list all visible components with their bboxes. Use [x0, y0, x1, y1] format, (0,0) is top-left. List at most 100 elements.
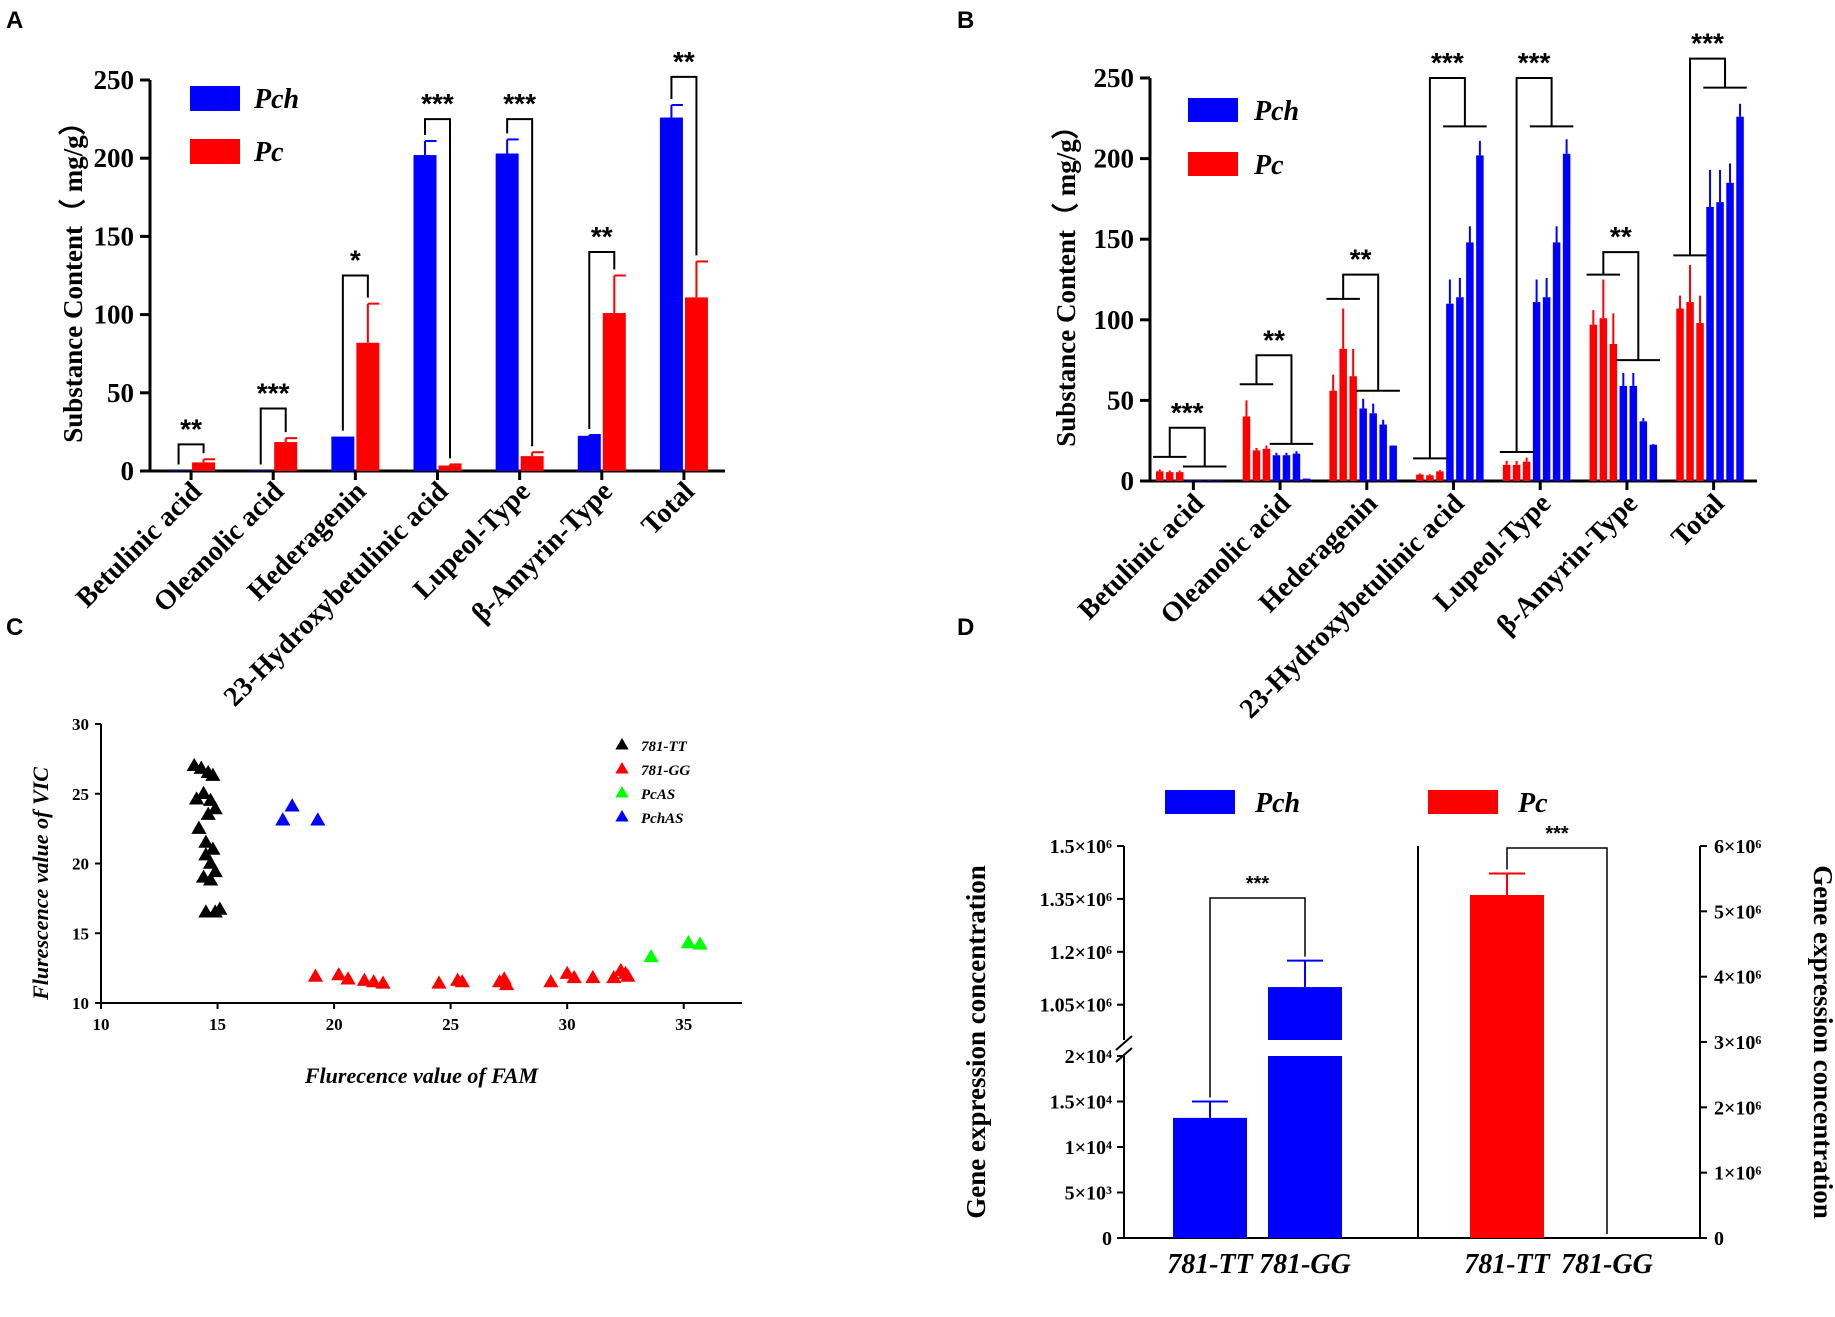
x-tick-label: 35 [675, 1015, 692, 1034]
panel-label: B [957, 7, 974, 34]
point-781-gg [566, 969, 582, 984]
bar-pch [1726, 182, 1734, 481]
point-781-gg [331, 967, 347, 981]
point-pcas [692, 936, 708, 950]
legend-label-pchas: PchAS [641, 811, 684, 827]
significance-label: ** [1350, 244, 1372, 275]
bar-pch [1379, 424, 1387, 481]
bar-pch [1389, 445, 1397, 481]
significance-bracket [1168, 426, 1206, 467]
point-781-gg [340, 971, 356, 985]
legend-label-pc: Pc [1517, 788, 1548, 819]
point-pchas [275, 812, 291, 826]
y-tick-label: 0 [1121, 466, 1135, 496]
point-781-tt [195, 785, 212, 799]
bar-pch [1552, 242, 1561, 481]
y-axis-title-right: Gene expression concentration [1808, 865, 1835, 1218]
y-tick-label-right: 3×10⁶ [1714, 1032, 1761, 1054]
y-tick-label: 150 [94, 221, 135, 251]
legend-label-pc: Pc [1253, 150, 1284, 181]
y-tick-label: 50 [1107, 385, 1134, 415]
significance-bracket [588, 251, 616, 430]
point-781-gg [454, 974, 470, 988]
point-pchas [284, 798, 300, 812]
bar-pc [1262, 448, 1271, 481]
significance-bracket [670, 75, 698, 256]
bar-pch [1302, 478, 1311, 481]
point-781-gg [498, 976, 515, 991]
y-tick-label-right: 6×10⁶ [1714, 836, 1761, 858]
y-axis-title: Flurescence value of VIC [28, 767, 53, 1001]
bar-pc [1589, 324, 1598, 481]
y-tick-label-right: 4×10⁶ [1714, 967, 1761, 989]
category-label: Total [1665, 488, 1730, 553]
point-781-gg [356, 972, 372, 986]
y-tick-label: 30 [72, 715, 89, 734]
significance-bracket [1515, 77, 1553, 452]
bar-pc [356, 342, 380, 471]
significance-label: * [350, 245, 361, 276]
bar-pc [520, 456, 544, 471]
point-781-gg [366, 974, 382, 988]
bar-pch [1542, 297, 1551, 481]
point-781-tt [205, 767, 221, 781]
bar-pc [1609, 343, 1618, 481]
point-781-gg [620, 968, 636, 982]
y-tick-label-left: 1.2×10⁶ [1050, 942, 1112, 964]
significance-bracket [177, 443, 205, 465]
bar-pch [1456, 297, 1464, 481]
x-tick-label: 30 [559, 1015, 576, 1034]
bar-pc [1599, 318, 1608, 481]
y-tick-label: 150 [1094, 224, 1135, 254]
y-tick-label: 10 [72, 994, 89, 1013]
bar-pch [1532, 302, 1541, 481]
category-label: 781-TT [1167, 1249, 1254, 1280]
bar-pch [1216, 480, 1224, 481]
point-781-tt [202, 872, 219, 886]
y-tick-label-left: 1.35×10⁶ [1040, 889, 1112, 911]
significance-label: *** [1691, 28, 1724, 59]
legend-marker-781-tt [615, 738, 629, 750]
bar-pc [1349, 376, 1357, 481]
bar-pch [1446, 303, 1454, 481]
panel-b: 0 50 100 150 200 250 Substance Content（ mg/g） *… [1051, 28, 1757, 725]
bar-pch [1206, 480, 1214, 481]
significance-label: ** [180, 413, 202, 444]
legend-label-pch: Pch [1253, 96, 1299, 127]
bar-pch [1292, 453, 1301, 481]
significance-label: ** [591, 221, 613, 252]
significance-bracket [1689, 57, 1727, 256]
legend-swatch-pc [1188, 152, 1238, 176]
y-axis-title: Substance Content（ mg/g） [1051, 112, 1081, 447]
bar-pc [1686, 302, 1694, 481]
y-tick-label-left: 0 [1102, 1228, 1112, 1250]
bar-pch [1282, 455, 1291, 481]
panel-label: A [6, 7, 23, 34]
legend-swatch-pc [190, 139, 240, 164]
bar-pch [577, 435, 601, 471]
significance-label: *** [1246, 873, 1270, 895]
point-781-tt [191, 820, 207, 834]
category-label: 781-GG [1561, 1249, 1653, 1280]
legend-label-pc: Pc [253, 137, 284, 168]
significance-label: ** [1610, 221, 1632, 252]
bar-pc [1166, 472, 1174, 481]
bar-pch [1369, 413, 1377, 481]
y-tick-label-left: 1.5×10⁴ [1050, 1092, 1112, 1114]
bar-pch [1268, 1056, 1342, 1238]
y-tick-label: 15 [72, 924, 89, 943]
significance-bracket [1255, 354, 1293, 444]
panel-label: C [6, 614, 23, 641]
x-tick-label: 15 [209, 1015, 226, 1034]
point-781-gg [606, 969, 622, 984]
legend-label-781-gg: 781-GG [641, 763, 690, 779]
bar-pc [274, 442, 298, 471]
axis-break [1115, 1035, 1133, 1051]
point-781-tt [198, 834, 214, 848]
significance-label: *** [257, 377, 290, 408]
point-pcas [643, 948, 659, 963]
bar-pc [1502, 464, 1511, 481]
legend-swatch-pch [1188, 98, 1238, 122]
panel-label: D [957, 614, 974, 641]
y-tick-label: 20 [72, 855, 89, 874]
